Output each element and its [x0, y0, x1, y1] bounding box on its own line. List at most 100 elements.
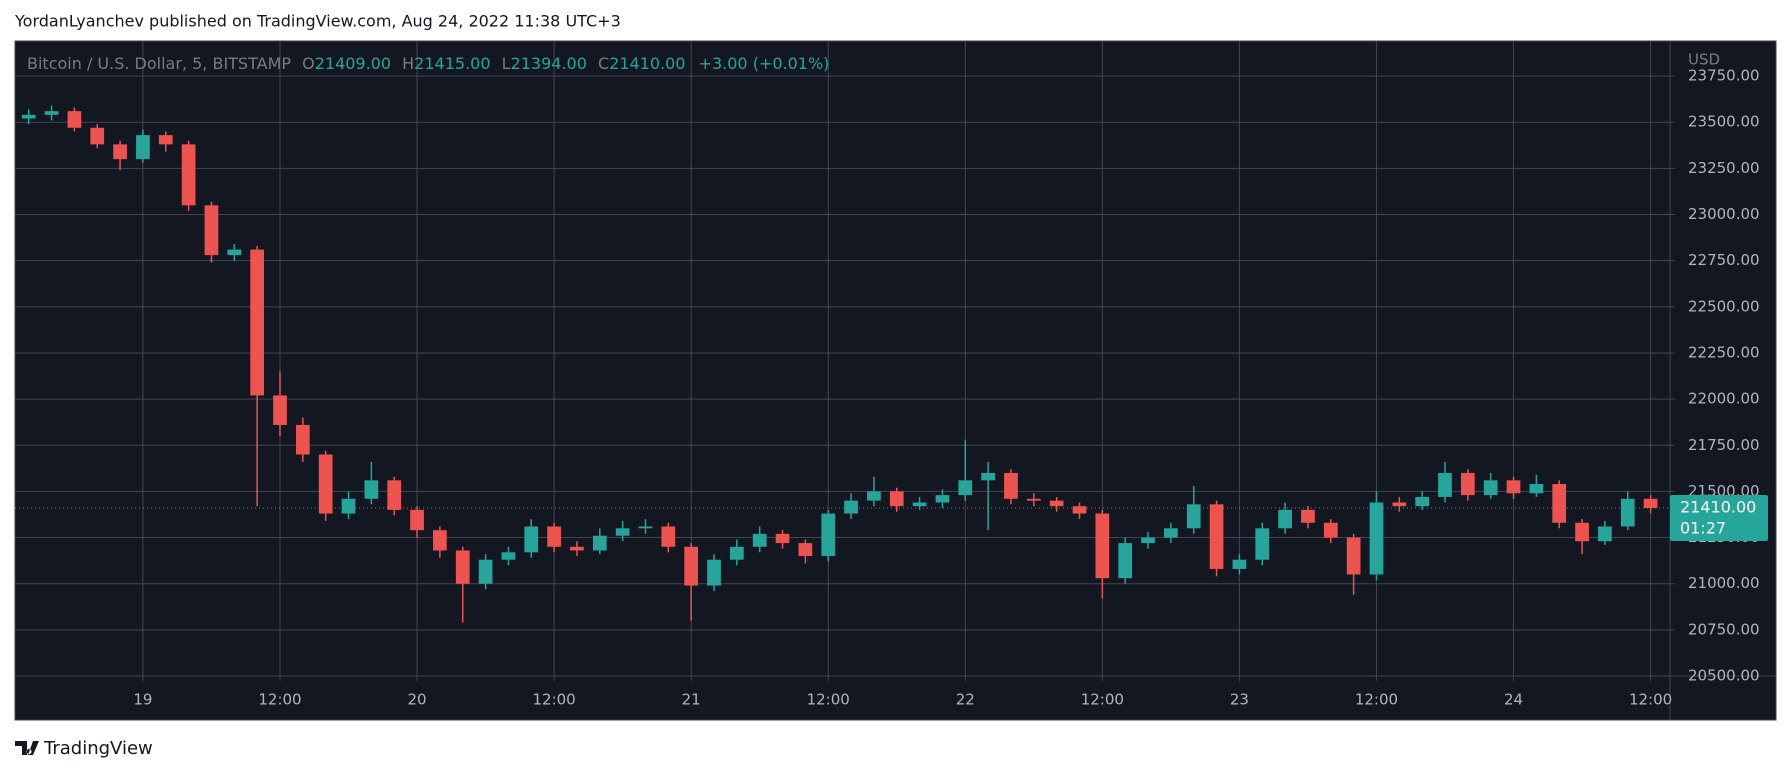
candle-body — [1643, 498, 1658, 509]
ohlc-legend: Bitcoin / U.S. Dollar, 5, BITSTAMP O2140… — [27, 54, 829, 73]
tradingview-logo: TradingView — [15, 738, 153, 759]
y-tick-label: 20500.00 — [1688, 667, 1760, 685]
countdown: 01:27 — [1680, 519, 1726, 538]
candle-body — [844, 500, 858, 514]
y-tick-label: 23000.00 — [1688, 205, 1760, 223]
last-price-label: 21410.00 — [1680, 498, 1756, 517]
logo-icon — [15, 741, 39, 755]
low: 21394.00 — [511, 54, 587, 73]
candle-body — [1232, 559, 1247, 569]
candle-body — [90, 127, 105, 145]
candle-body — [661, 526, 676, 547]
candle-body — [592, 535, 607, 551]
y-tick-label: 23750.00 — [1688, 67, 1760, 85]
candle-body — [935, 495, 950, 503]
candle-body — [981, 472, 995, 481]
candle-body — [1049, 500, 1064, 507]
candle-body — [798, 543, 813, 557]
candle-body — [433, 530, 447, 551]
candle-body — [1575, 522, 1589, 542]
candle-body — [250, 249, 264, 396]
candle-body — [1346, 537, 1361, 575]
x-tick-label: 12:00 — [807, 691, 850, 709]
x-tick-label: 12:00 — [1081, 691, 1124, 709]
publisher-header: YordanLyanchev published on TradingView.… — [14, 12, 621, 31]
brand: TradingView — [43, 738, 153, 759]
candle-body — [364, 480, 379, 499]
candle-body — [1095, 513, 1110, 579]
x-tick-label: 12:00 — [1355, 691, 1398, 709]
candle-body — [707, 559, 721, 586]
candle-body — [1552, 484, 1567, 523]
candle-body — [1460, 472, 1475, 496]
y-tick-label: 22000.00 — [1688, 390, 1760, 408]
candle-body — [775, 533, 790, 544]
x-tick-label: 12:00 — [1629, 691, 1672, 709]
candle-body — [1209, 504, 1224, 569]
y-tick-label: 23250.00 — [1688, 159, 1760, 177]
candle-body — [181, 144, 196, 206]
candle-body — [1438, 472, 1452, 497]
candle-body — [958, 480, 973, 496]
x-tick-label: 20 — [407, 691, 426, 709]
candle-body — [1141, 537, 1155, 544]
candle-body — [273, 395, 287, 425]
candle-body — [547, 526, 561, 547]
candle-body — [729, 546, 744, 560]
y-tick-label: 22250.00 — [1688, 343, 1760, 361]
open: 21409.00 — [315, 54, 391, 73]
candle-body — [1369, 502, 1384, 575]
x-tick-label: 12:00 — [258, 691, 301, 709]
change: +3.00 (+0.01%) — [699, 54, 830, 73]
candle-body — [1483, 480, 1498, 496]
candle-body — [1529, 484, 1544, 494]
candle-body — [501, 552, 516, 560]
candle-body — [67, 111, 82, 128]
currency-label: USD — [1688, 51, 1720, 69]
close: 21410.00 — [609, 54, 685, 73]
y-tick-label: 21750.00 — [1688, 436, 1760, 454]
candle-body — [21, 114, 36, 119]
candle-body — [318, 454, 333, 514]
candle-body — [295, 424, 310, 455]
candle-body — [455, 550, 470, 584]
candle-body — [1026, 498, 1041, 501]
candle-body — [1255, 528, 1270, 560]
candle-body — [1118, 543, 1133, 579]
candle-body — [1278, 509, 1292, 529]
y-tick-label: 22500.00 — [1688, 297, 1760, 315]
candle-body — [821, 513, 836, 557]
y-tick-label: 20750.00 — [1688, 620, 1760, 638]
axes: 20500.0020750.0021000.0021250.0021500.00… — [15, 67, 1768, 709]
candle-body — [1004, 472, 1018, 499]
candle-body — [1415, 496, 1430, 507]
y-tick-label: 23500.00 — [1688, 113, 1760, 131]
candle-body — [478, 559, 493, 584]
h-label: H — [402, 54, 414, 73]
candle-body — [204, 205, 219, 256]
candle-body — [1323, 522, 1338, 538]
candle-body — [113, 144, 127, 160]
high: 21415.00 — [414, 54, 490, 73]
x-tick-label: 21 — [682, 691, 701, 709]
candle-body — [615, 528, 630, 536]
candles — [21, 105, 1658, 623]
candle-body — [889, 491, 904, 507]
c-label: C — [598, 54, 609, 73]
candle-body — [387, 480, 402, 510]
candle-body — [684, 546, 699, 586]
candle-body — [867, 491, 881, 501]
candle-body — [1186, 504, 1201, 529]
candle-body — [752, 533, 767, 547]
x-tick-label: 23 — [1230, 691, 1249, 709]
candle-body — [1506, 480, 1521, 494]
y-tick-label: 22750.00 — [1688, 251, 1760, 269]
candle-body — [410, 509, 424, 531]
candle-body — [136, 135, 150, 160]
chart-panel — [14, 40, 1777, 721]
candle-body — [1164, 528, 1178, 538]
x-tick-label: 19 — [133, 691, 152, 709]
o-label: O — [302, 54, 315, 73]
